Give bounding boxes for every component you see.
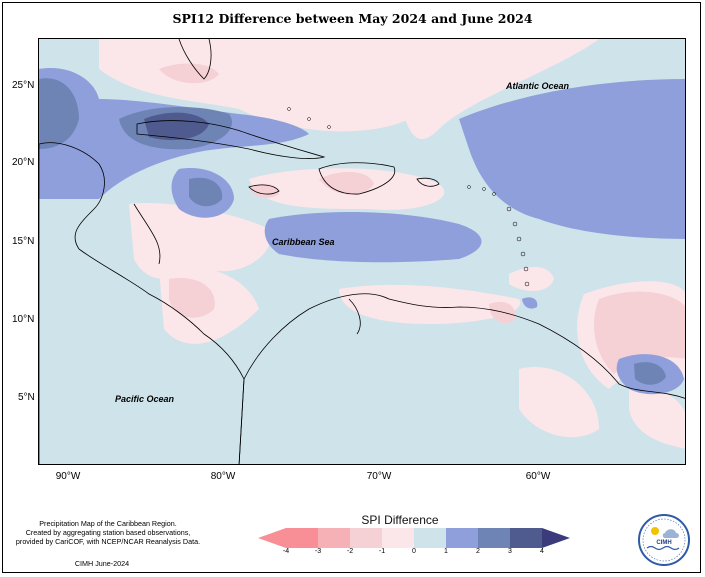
pos2-guiana [634, 362, 666, 385]
sun-icon [651, 527, 659, 535]
logo-text: CIMH [656, 540, 671, 546]
atlantic-ocean-label: Atlantic Ocean [506, 81, 570, 91]
colorbar-seg-8 [510, 528, 542, 548]
colorbar-tick-7: 3 [508, 548, 512, 555]
jamaica-outline [248, 184, 280, 195]
neg1-venezuela-south [519, 367, 599, 438]
neg2-jamaica [249, 183, 279, 199]
neg2-honduras [169, 278, 215, 318]
colorbar-seg-7 [478, 528, 510, 548]
cimh-logo: CIMH [638, 514, 690, 566]
florida-outline [178, 39, 212, 80]
colorbar-tick-2: -2 [346, 548, 354, 555]
colorbar-seg-6 [446, 528, 478, 548]
neg2-hispaniola [319, 172, 374, 195]
colorbar-tick-0: -4 [282, 548, 290, 555]
lat-label-10n: 10°N [12, 314, 35, 325]
colorbar-tick-5: 1 [444, 548, 448, 555]
credit-footer: CIMH June-2024 [74, 559, 130, 568]
lat-label-20n: 20°N [12, 157, 35, 168]
lon-label-70w: 70°W [366, 471, 392, 482]
map-area[interactable] [38, 38, 686, 465]
colorbar-tick-8: 4 [540, 548, 544, 555]
colorbar-tick-4: 0 [412, 548, 416, 555]
colorbar-seg-2 [318, 528, 350, 548]
spi-map-svg [39, 39, 685, 464]
lat-label-15n: 15°N [12, 236, 35, 247]
colorbar [258, 528, 570, 548]
credit-line-1: Precipitation Map of the Caribbean Regio… [39, 519, 177, 528]
colorbar-tick-1: -3 [314, 548, 322, 555]
lat-label-25n: 25°N [12, 80, 35, 91]
neg2-florida [159, 63, 219, 84]
colorbar-seg-4 [382, 528, 414, 548]
credit-text: Precipitation Map of the Caribbean Regio… [8, 519, 208, 546]
neg1-central [129, 203, 271, 279]
caribbean-sea-label: Caribbean Sea [272, 237, 335, 247]
wave-icon [646, 545, 680, 551]
neg1-north [99, 39, 418, 132]
pos1-caribbean [264, 212, 482, 263]
neg1-antilles [509, 267, 554, 291]
mexico-central-america-outline [39, 142, 245, 464]
lon-label-80w: 80°W [210, 471, 236, 482]
cloud-icon [662, 529, 679, 538]
coastlines [39, 39, 685, 464]
neg2-guyana [594, 291, 685, 374]
credit-line-3: provided by CariCOF, with NCEP/NCAR Rean… [15, 537, 201, 546]
pacific-ocean-label: Pacific Ocean [115, 394, 175, 404]
lon-label-60w: 60°W [525, 471, 551, 482]
colorbar-seg-5 [414, 528, 446, 548]
colorbar-arrow-left [258, 528, 286, 548]
colorbar-seg-1 [286, 528, 318, 548]
legend-title: SPI Difference [361, 513, 439, 527]
pos2-cayman [189, 177, 223, 207]
pos2-west [39, 78, 79, 149]
pos1-atlantic [459, 79, 685, 239]
neg1-venezuela [339, 284, 521, 324]
map-title: SPI12 Difference between May 2024 and Ju… [172, 11, 533, 26]
lon-label-90w: 90°W [55, 471, 81, 482]
yucatan-outline [133, 203, 161, 265]
colorbar-seg-3 [350, 528, 382, 548]
neg1-suriname [629, 388, 685, 449]
credit-line-2: Created by aggregating station based obs… [25, 528, 191, 537]
colorbar-arrow-right [542, 528, 570, 548]
maracaibo-outline [348, 298, 361, 335]
cuba-outline [136, 120, 326, 159]
puerto-rico-outline [416, 177, 440, 187]
pos3-cuba [144, 112, 209, 141]
lat-label-5n: 5°N [18, 392, 35, 403]
colorbar-tick-3: -1 [378, 548, 386, 555]
neg1-northeast [369, 39, 599, 139]
pos1-grenada [522, 297, 538, 309]
south-america-outline [238, 293, 685, 464]
island-chain [287, 107, 530, 287]
colorbar-tick-6: 2 [476, 548, 480, 555]
hispaniola-outline [318, 162, 396, 195]
